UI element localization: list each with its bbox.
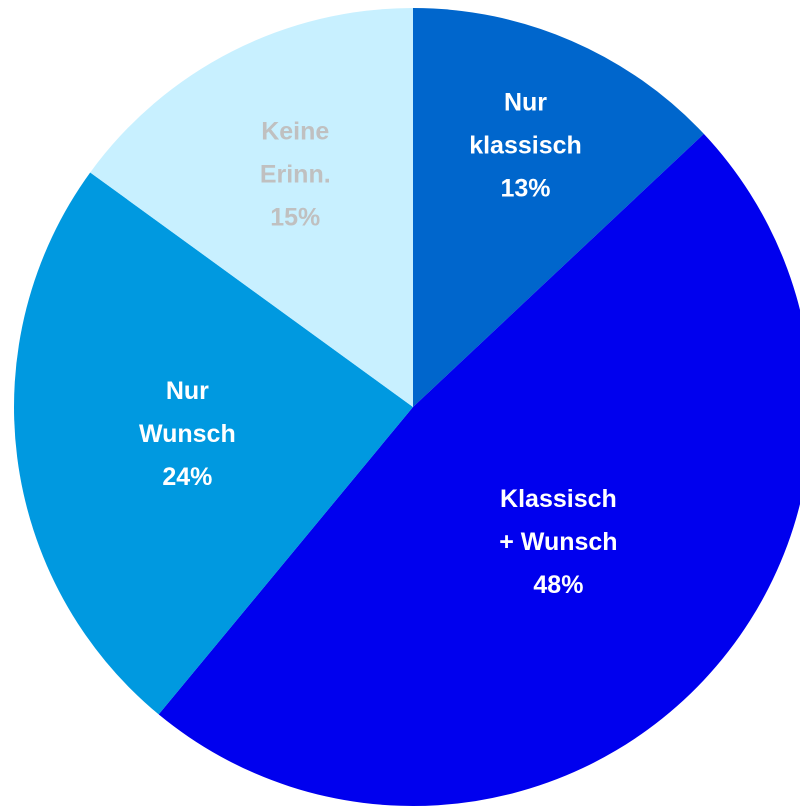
slice-label: + Wunsch [499, 528, 617, 556]
pie-slice [158, 133, 800, 806]
slice-label: Nur [166, 377, 209, 405]
slice-label: Keine [261, 118, 329, 146]
slice-value-label: 13% [500, 175, 550, 203]
pie-slice [90, 8, 414, 407]
slice-label: Erinn. [260, 161, 331, 189]
slice-value-label: 15% [270, 204, 320, 232]
slice-label: Wunsch [139, 420, 236, 448]
pie-slice [13, 172, 413, 715]
slice-label: klassisch [469, 132, 582, 160]
slice-value-label: 24% [162, 463, 212, 491]
slice-label: Nur [504, 89, 547, 117]
pie-slice [413, 8, 704, 407]
slice-value-label: 48% [533, 571, 583, 599]
slice-label: Klassisch [500, 485, 617, 513]
